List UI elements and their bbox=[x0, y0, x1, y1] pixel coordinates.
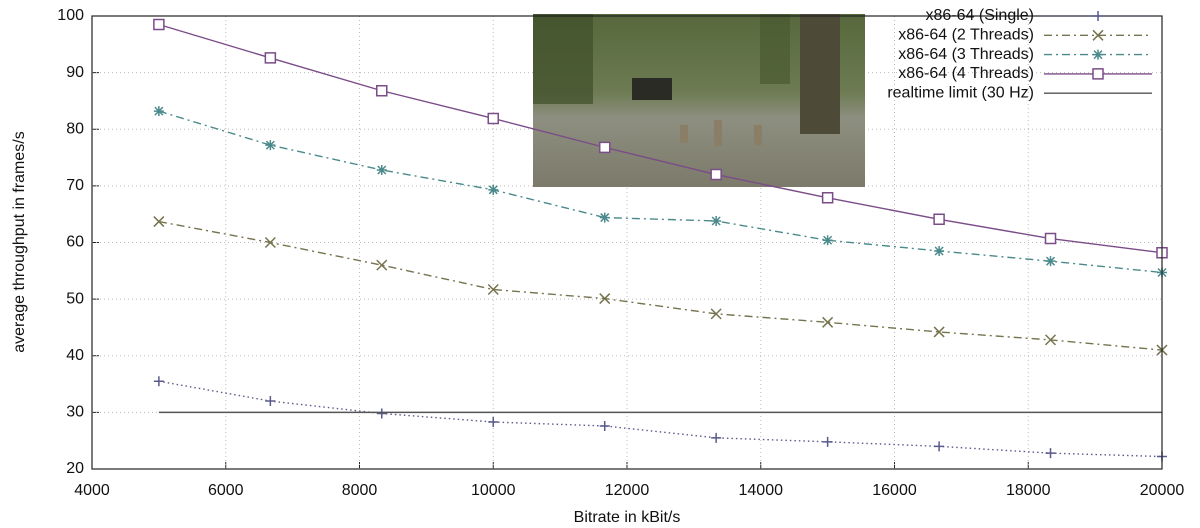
marker bbox=[1044, 232, 1057, 245]
y-tick-label: 90 bbox=[66, 64, 84, 81]
marker bbox=[153, 376, 164, 387]
marker bbox=[153, 106, 164, 117]
legend-label: x86-64 (4 Threads) bbox=[898, 65, 1034, 82]
legend-label: realtime limit (30 Hz) bbox=[887, 84, 1034, 101]
series-line bbox=[158, 220, 1163, 351]
x-axis-label: Bitrate in kBit/s bbox=[574, 509, 681, 526]
marker bbox=[1092, 29, 1104, 41]
y-tick-label: 100 bbox=[57, 7, 84, 24]
marker bbox=[822, 235, 833, 246]
legend: x86-64 (Single) x86-64 (2 Threads) x86-64 … bbox=[887, 7, 1152, 101]
y-tick-label: 40 bbox=[66, 347, 84, 364]
y-tick-label: 60 bbox=[66, 234, 84, 251]
y-tick-label: 30 bbox=[66, 404, 84, 421]
marker bbox=[488, 417, 499, 428]
marker bbox=[822, 316, 834, 328]
series-line bbox=[158, 23, 1163, 254]
marker bbox=[1092, 68, 1104, 80]
marker bbox=[934, 441, 945, 452]
marker bbox=[1045, 256, 1056, 267]
x-tick-label: 14000 bbox=[739, 482, 784, 499]
marker bbox=[821, 192, 834, 204]
legend-label: x86-64 (3 Threads) bbox=[898, 46, 1034, 63]
series-line bbox=[158, 110, 1163, 274]
marker bbox=[1093, 49, 1103, 60]
marker bbox=[710, 308, 722, 320]
y-axis-label: average throughput in frames/s bbox=[11, 131, 28, 352]
marker bbox=[599, 420, 610, 431]
marker bbox=[153, 18, 165, 31]
legend-label: x86-64 (Single) bbox=[926, 7, 1035, 24]
inset-photo bbox=[533, 14, 865, 187]
marker bbox=[933, 326, 945, 338]
y-tick-label: 50 bbox=[66, 290, 84, 307]
y-tick-label: 20 bbox=[66, 460, 84, 477]
x-tick-label: 8000 bbox=[342, 482, 378, 499]
x-tick-label: 12000 bbox=[605, 482, 650, 499]
marker bbox=[599, 212, 610, 223]
marker bbox=[264, 236, 276, 249]
x-tick-label: 18000 bbox=[1006, 482, 1051, 499]
marker bbox=[376, 408, 387, 419]
marker bbox=[487, 112, 499, 125]
marker bbox=[599, 293, 611, 305]
marker bbox=[1045, 448, 1056, 459]
marker bbox=[711, 215, 722, 226]
marker bbox=[264, 52, 277, 64]
plot-frame bbox=[91, 15, 1163, 470]
x-tick-label: 16000 bbox=[872, 482, 917, 499]
series-line bbox=[158, 380, 1163, 458]
x-tick-label: 6000 bbox=[208, 482, 244, 499]
marker bbox=[1044, 334, 1057, 346]
marker bbox=[376, 84, 388, 97]
legend-label: x86-64 (2 Threads) bbox=[898, 27, 1034, 44]
y-tick-label: 80 bbox=[66, 120, 84, 137]
marker bbox=[934, 245, 945, 256]
marker bbox=[488, 184, 499, 195]
marker bbox=[376, 259, 388, 271]
marker bbox=[153, 216, 165, 228]
marker bbox=[598, 141, 611, 154]
plot bbox=[153, 18, 1168, 462]
x-tick-label: 10000 bbox=[471, 482, 516, 499]
marker bbox=[711, 432, 722, 443]
marker bbox=[376, 165, 387, 176]
y-tick-label: 70 bbox=[66, 177, 84, 194]
x-tick-label: 20000 bbox=[1140, 482, 1185, 499]
marker bbox=[1093, 11, 1103, 21]
marker bbox=[933, 213, 945, 226]
marker bbox=[265, 396, 276, 407]
x-tick-label: 4000 bbox=[74, 482, 110, 499]
marker bbox=[710, 168, 722, 181]
marker bbox=[822, 436, 833, 447]
marker bbox=[487, 283, 499, 296]
marker bbox=[265, 140, 276, 151]
